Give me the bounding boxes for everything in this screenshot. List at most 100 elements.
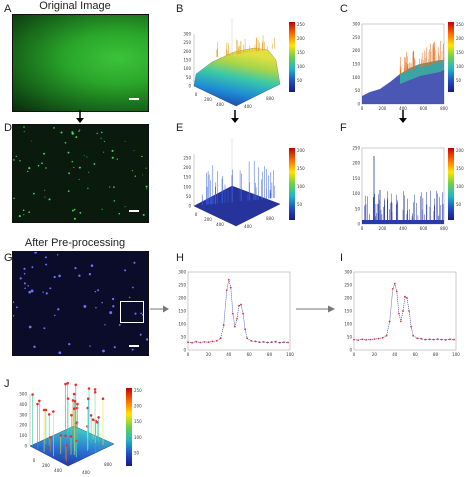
data-point [404, 295, 406, 298]
fluorescent-spot [112, 305, 115, 308]
fluorescent-spot [67, 151, 70, 154]
colorbar-tick: 200 [297, 148, 305, 153]
z-tick-label: 100 [19, 433, 27, 438]
baseline-band [362, 220, 444, 224]
data-point [191, 341, 193, 344]
fluorescent-spot [111, 156, 114, 159]
colorbar-tick: 50 [456, 78, 462, 83]
fluorescent-spot [23, 267, 26, 270]
fluorescent-spot [131, 348, 134, 351]
fluorescent-spot [79, 212, 82, 214]
down-arrow-icon [231, 110, 239, 123]
colorbar-labels-e: 200 150 100 50 [297, 148, 305, 207]
data-point [400, 320, 402, 323]
fluorescent-spot [58, 274, 61, 278]
y-tick-label: 50 [347, 335, 353, 340]
peak-marker [71, 399, 75, 402]
x-tick-label: 100 [452, 352, 460, 357]
fluorescent-spot [18, 215, 21, 218]
z-tick-label: 0 [188, 84, 191, 89]
x-tick-label: 40 [392, 352, 398, 357]
peak-marker [94, 419, 97, 423]
profile-band-top [400, 60, 444, 84]
fluorescent-spot [145, 167, 147, 169]
fluorescent-spot [73, 208, 76, 211]
data-point [219, 337, 222, 340]
data-point [222, 324, 225, 327]
peak-marker [89, 414, 93, 417]
x-tick-label: 80 [267, 352, 273, 357]
data-point [195, 340, 198, 343]
colorbar-tick: 150 [297, 50, 305, 55]
colorbar-labels-b: 250 200 150 100 50 [297, 22, 305, 83]
fluorescent-spot [142, 174, 143, 176]
spike-group [31, 381, 105, 462]
data-point [381, 336, 384, 339]
surface-plot-peaks: 0 100 200 300 400 500 0 200 400 400 800 [19, 381, 115, 475]
fluorescent-spot [23, 131, 25, 133]
z-tick-label: 300 [183, 32, 191, 37]
z-tick-label: 100 [183, 184, 191, 189]
panel-letter-j: J [4, 378, 10, 390]
data-point [250, 340, 253, 342]
fluorescent-spot [60, 131, 63, 134]
y-tick-label: 100 [178, 322, 186, 327]
z-tick-label: 150 [183, 175, 191, 180]
data-point [270, 341, 273, 344]
data-point [238, 304, 240, 307]
y-tick-label: 400 [244, 104, 252, 109]
peak-marker [86, 406, 89, 410]
z-tick-label: 200 [19, 423, 27, 428]
panel-letter-b: B [176, 3, 184, 15]
fluorescent-spot [118, 212, 121, 215]
fluorescent-spot [28, 211, 31, 214]
peak-marker [72, 392, 76, 396]
colorbar-tick: 100 [456, 184, 464, 189]
fluorescent-spot [88, 171, 90, 173]
fluorescent-spot [42, 291, 44, 293]
data-point [420, 337, 423, 340]
fluorescent-spot [41, 162, 43, 165]
colorbar-tick: 150 [297, 166, 305, 171]
peak-marker [91, 418, 95, 421]
peak-marker [42, 408, 46, 412]
fluorescent-spot [103, 140, 105, 142]
fluorescent-spot [128, 296, 131, 299]
spot-layer-g [13, 252, 148, 355]
data-point [369, 338, 372, 341]
fluorescent-spot [109, 311, 113, 315]
data-point [187, 341, 189, 344]
y-tick-label: 300 [352, 22, 360, 27]
fluorescent-spot [53, 275, 56, 279]
fluorescent-spot [103, 151, 105, 153]
fluorescent-spot [74, 267, 77, 270]
fluorescent-spot [142, 213, 145, 216]
data-point [406, 297, 408, 299]
peak-marker [31, 393, 34, 396]
fluorescent-spot [133, 261, 136, 264]
peak-marker [36, 402, 39, 406]
z-tick-label: 0 [188, 204, 191, 209]
colorbar-tick: 50 [456, 202, 462, 207]
colorbar-tick: 50 [297, 202, 303, 207]
line-profile-background-removed: 0 50 100 150 200 250 0 200 400 600 800 [352, 146, 448, 232]
spike-group [399, 40, 445, 74]
fluorescent-spot [96, 132, 98, 135]
line-profile-original: 0 50 100 150 200 250 300 0 200 400 600 800 [352, 22, 448, 112]
data-point [203, 341, 206, 343]
fluorescent-spot [71, 131, 74, 134]
fluorescent-spot [58, 351, 62, 355]
fluorescent-spot [109, 186, 111, 188]
fluorescent-spot [44, 256, 47, 259]
z-tick-label: 250 [183, 156, 191, 161]
data-point [388, 320, 391, 323]
peak-marker [75, 439, 78, 443]
data-point [278, 341, 281, 344]
z-tick-label: 50 [186, 194, 192, 199]
x-tick-label: 200 [204, 97, 212, 102]
data-point [266, 341, 269, 344]
z-tick-label: 0 [24, 444, 27, 449]
fluorescent-spot [89, 345, 91, 347]
data-point [234, 325, 236, 328]
fluorescent-spot [146, 188, 148, 190]
